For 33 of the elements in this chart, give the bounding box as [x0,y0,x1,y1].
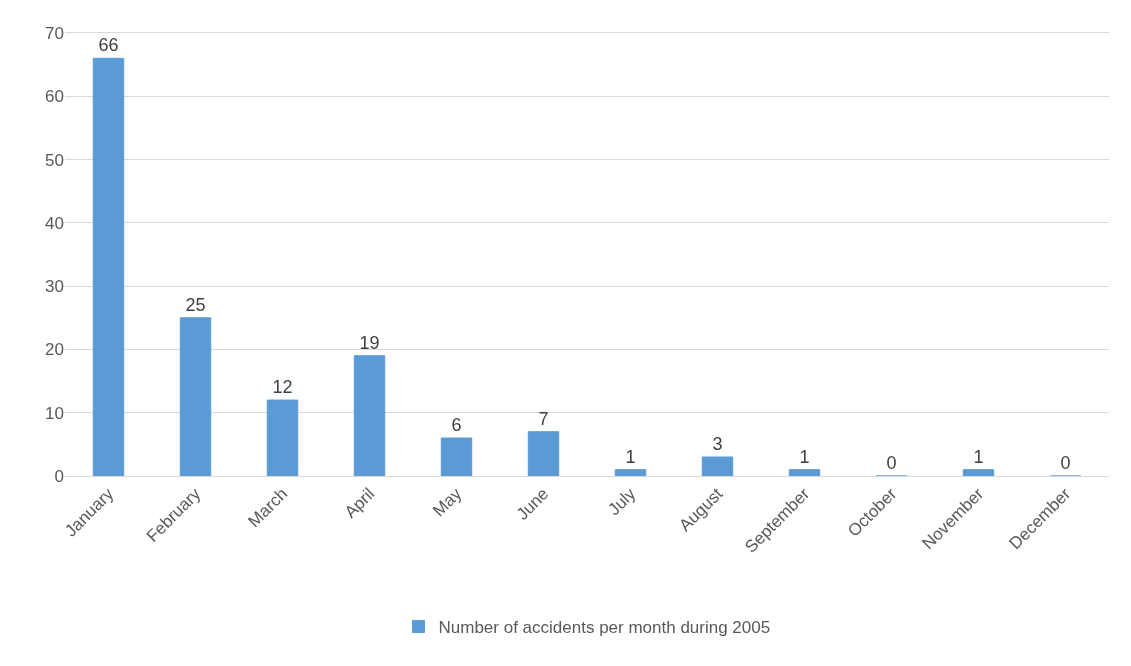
bar [701,456,734,476]
bar [440,437,473,476]
bar [92,57,125,476]
data-label: 12 [272,377,293,398]
data-label: 1 [625,446,636,467]
data-label: 1 [799,446,810,467]
data-label: 19 [359,332,380,353]
data-label: 7 [538,408,549,429]
bar [962,469,995,476]
bar [614,469,647,476]
data-label: 0 [1060,453,1071,473]
bar [527,431,560,476]
y-tick-label: 70 [45,23,64,43]
bar [788,469,821,476]
bar [266,399,299,476]
data-label: 6 [451,415,462,436]
y-tick-label: 20 [45,340,64,360]
y-tick-label: 30 [45,277,64,297]
y-tick-label: 10 [45,403,64,423]
x-tick-label: July [604,483,640,520]
y-tick-label: 40 [45,213,64,233]
legend-label: Number of accidents per month during 2005 [438,618,771,638]
data-label: 3 [712,434,723,455]
x-tick-label: May [429,483,466,521]
y-tick-label: 60 [45,87,64,107]
y-tick-label: 0 [54,466,64,486]
data-label: 1 [973,446,984,467]
bar [353,355,386,476]
y-tick-label: 50 [45,150,64,170]
data-label: 66 [98,35,119,56]
data-label: 0 [886,453,897,473]
data-label: 25 [185,294,206,315]
bar [179,317,212,476]
